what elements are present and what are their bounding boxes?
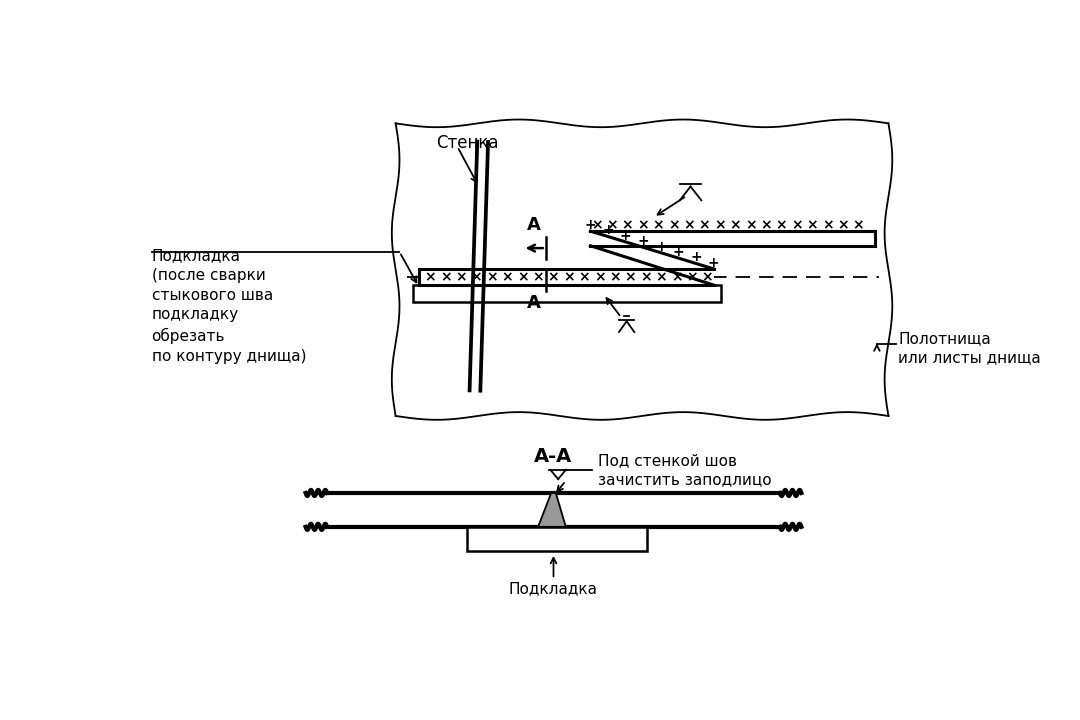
Bar xyxy=(591,231,876,246)
Text: ×: × xyxy=(440,270,451,284)
Text: ×: × xyxy=(699,218,711,232)
Text: ×: × xyxy=(579,270,590,284)
Text: ×: × xyxy=(563,270,575,284)
Text: ×: × xyxy=(640,270,651,284)
Text: ×: × xyxy=(775,218,787,232)
Text: А: А xyxy=(527,294,541,312)
Text: ×: × xyxy=(729,218,741,232)
Text: ×: × xyxy=(622,218,633,232)
Text: ×: × xyxy=(637,218,649,232)
Text: Подкладка
(после сварки
стыкового шва
подкладку
обрезать
по контуру днища): Подкладка (после сварки стыкового шва по… xyxy=(151,248,306,364)
Text: ×: × xyxy=(684,218,694,232)
Bar xyxy=(413,285,721,302)
Text: ×: × xyxy=(532,270,544,284)
Text: ×: × xyxy=(791,218,802,232)
Text: ×: × xyxy=(652,218,664,232)
Text: +: + xyxy=(673,245,685,259)
Text: ×: × xyxy=(424,270,436,284)
Text: А-А: А-А xyxy=(535,446,572,466)
Text: Под стенкой шов
зачистить заподлицо: Под стенкой шов зачистить заподлицо xyxy=(598,453,772,487)
Text: +: + xyxy=(584,218,596,232)
Text: ×: × xyxy=(667,218,679,232)
Text: ×: × xyxy=(501,270,513,284)
Text: +: + xyxy=(690,251,702,264)
Bar xyxy=(468,527,647,552)
Text: +: + xyxy=(603,223,613,238)
Text: +: + xyxy=(637,234,649,248)
Text: ×: × xyxy=(486,270,498,284)
Text: +: + xyxy=(656,240,666,253)
Text: ×: × xyxy=(702,270,713,284)
Text: ×: × xyxy=(517,270,528,284)
Text: ×: × xyxy=(594,270,606,284)
Text: ×: × xyxy=(745,218,756,232)
Text: ×: × xyxy=(686,270,698,284)
Text: ×: × xyxy=(591,218,603,232)
Text: А: А xyxy=(527,216,541,234)
Text: ×: × xyxy=(606,218,618,232)
Text: Полотнища
или листы днища: Полотнища или листы днища xyxy=(899,330,1041,366)
Text: ×: × xyxy=(822,218,834,232)
Text: ×: × xyxy=(837,218,849,232)
Text: ×: × xyxy=(656,270,667,284)
Text: ×: × xyxy=(624,270,636,284)
Text: ×: × xyxy=(852,218,864,232)
Text: ×: × xyxy=(548,270,559,284)
Text: +: + xyxy=(707,256,719,270)
Polygon shape xyxy=(538,493,566,527)
Bar xyxy=(419,269,714,285)
Text: ×: × xyxy=(760,218,772,232)
Text: ×: × xyxy=(714,218,726,232)
Text: Подкладка: Подкладка xyxy=(509,581,598,595)
Text: ×: × xyxy=(471,270,483,284)
Text: ×: × xyxy=(671,270,683,284)
Bar xyxy=(327,493,780,527)
Text: Стенка: Стенка xyxy=(436,134,499,152)
Text: ×: × xyxy=(456,270,467,284)
Text: +: + xyxy=(620,229,632,243)
Text: ×: × xyxy=(807,218,818,232)
Text: ×: × xyxy=(609,270,621,284)
